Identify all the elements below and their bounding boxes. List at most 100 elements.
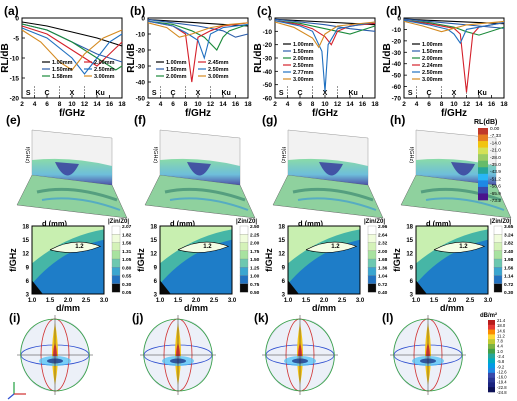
colorbar-segment	[493, 267, 503, 276]
colorbar-segment	[493, 234, 503, 243]
series-line	[403, 19, 505, 45]
colorbar-segment	[488, 363, 495, 369]
surface-plot-h: (h) f(GHz) d (mm)	[390, 113, 512, 228]
panel-label: (g)	[262, 113, 277, 127]
legend-label: 2.24mm	[422, 63, 443, 69]
y-axis-label: RL/dB	[0, 43, 11, 72]
colorbar-tick-label: 1.75	[250, 249, 260, 255]
legend-label: 2.50mm	[293, 63, 314, 69]
x-tick-label: 2.5	[82, 298, 91, 304]
colorbar-tick-label: -14.0	[490, 140, 501, 146]
colorbar-tick-label: 14.6	[497, 328, 506, 333]
plot-frame	[159, 225, 233, 295]
absorption-dip	[187, 162, 211, 176]
x-tick-label: 1.0	[412, 298, 421, 304]
x-tick-label: 2.0	[192, 298, 201, 304]
x-tick-label: 6	[427, 101, 431, 108]
y-axis-label: RL/dB	[126, 43, 137, 72]
colorbar-tick-label: 1.68	[378, 257, 388, 263]
colorbar-title: |Zin/Z0|	[108, 219, 129, 225]
colorbar-tick-label: 3.65	[504, 224, 514, 230]
x-axis-label: f/GHz	[441, 108, 467, 119]
floor-contour	[164, 187, 246, 202]
x-tick-label: 14	[93, 101, 101, 108]
x-axis-label: d (mm)	[298, 219, 324, 228]
impedance-map-1: 1.2 3 6 9 12 15 18 1.0 1.5 2.0 2.5 3.0 d/mm f/GHz |Zin…	[8, 219, 132, 313]
colorbar-segment	[367, 267, 377, 276]
colorbar-tick-label: -12.6	[497, 369, 507, 374]
floor-contour	[36, 187, 118, 202]
rcs-pattern-k: (k)	[254, 311, 338, 395]
x-axis-label: d (mm)	[426, 219, 452, 228]
x-axis-label: d/mm	[312, 303, 336, 313]
impedance-map-3: 1.2 3 6 9 12 15 18 1.0 1.5 2.0 2.5 3.0 d/mm f/GHz |Zin…	[264, 219, 388, 313]
colorbar-segment	[488, 348, 495, 354]
impedance-map-4: 1.2 3 6 9 12 15 18 1.0 1.5 2.0 2.5 3.0 d/mm f/GHz |Zin…	[392, 219, 514, 313]
y-tick-label: -50	[136, 96, 146, 103]
y-tick-label: 18	[150, 225, 157, 231]
region-min	[32, 280, 43, 294]
x-tick-label: 1.0	[284, 298, 293, 304]
legend-label: 1.00mm	[166, 60, 187, 66]
colorbar-segment	[488, 329, 495, 335]
colorbar-segment	[478, 154, 488, 162]
colorbar-tick-label: 2.40	[504, 249, 514, 255]
colorbar-segment	[488, 324, 495, 330]
contour-label: 1.2	[459, 244, 468, 250]
colorbar-tick-label: 11.2	[497, 333, 506, 338]
colorbar-segment	[239, 234, 249, 243]
x-axis-label: f/GHz	[185, 108, 211, 119]
x-tick-label: 2	[402, 101, 406, 108]
floor-contour	[425, 197, 505, 211]
colorbar-tick-label: 1.05	[122, 257, 132, 263]
legend-label: 2.45mm	[208, 60, 229, 66]
colorbar-tick-label: 0.80	[122, 265, 132, 271]
panel-label: (e)	[6, 113, 21, 127]
floor-contour	[420, 187, 502, 202]
colorbar-tick-label: 2.25	[250, 232, 260, 238]
plot-frame	[415, 225, 489, 295]
y-tick-label: 18	[22, 225, 29, 231]
panel-label: (d)	[386, 4, 401, 18]
x-tick-label: 16	[232, 101, 240, 108]
colorbar-tick-label: 0.30	[504, 290, 514, 296]
band-label: X	[196, 90, 201, 97]
y-axis-label: f/GHz	[392, 248, 402, 272]
series-line	[21, 27, 123, 75]
colorbar-tick-label: 2.96	[378, 224, 388, 230]
y-tick-label: 12	[22, 252, 29, 258]
z-axis-label: f(GHz)	[24, 147, 30, 163]
colorbar-tick-label: 1.98	[504, 257, 514, 263]
x-tick-label: 10	[194, 101, 202, 108]
y-tick-label: -70	[392, 96, 402, 103]
colorbar-segment	[367, 283, 377, 293]
z-axis-label: f(GHz)	[280, 147, 286, 163]
x-tick-label: 8	[311, 101, 315, 108]
series-line	[147, 22, 249, 38]
band-label: X	[452, 90, 457, 97]
colorbar-segment	[488, 339, 495, 345]
x-axis-label: d (mm)	[170, 219, 196, 228]
x-tick-label: 18	[500, 101, 508, 108]
x-axis-label: d/mm	[440, 303, 464, 313]
meridian-ring	[143, 318, 213, 392]
panel-label: (k)	[254, 311, 269, 325]
y-tick-label: -50	[392, 73, 402, 80]
colorbar-tick-label: 2.00	[250, 241, 260, 247]
matching-contour	[49, 241, 102, 253]
y-axis-label: f/GHz	[264, 248, 274, 272]
colorbar-tick-label: 2.07	[122, 224, 132, 230]
triad-z	[7, 393, 15, 400]
y-axis-label: RL/dB	[253, 43, 264, 72]
x-axis-label: d (mm)	[42, 219, 68, 228]
impedance-map-2: 1.2 3 6 9 12 15 18 1.0 1.5 2.0 2.5 3.0 d/mm f/GHz |Zin…	[136, 219, 260, 313]
colorbar-segment	[111, 275, 121, 285]
series-line	[21, 21, 123, 47]
colorbar-tick-label: 1.14	[504, 274, 514, 280]
x-tick-label: 16	[359, 101, 367, 108]
region-min	[416, 280, 427, 294]
region-high	[288, 226, 360, 264]
colorbar-segment	[488, 353, 495, 359]
band-label: Ku	[348, 90, 357, 97]
colorbar-segment	[478, 173, 488, 181]
